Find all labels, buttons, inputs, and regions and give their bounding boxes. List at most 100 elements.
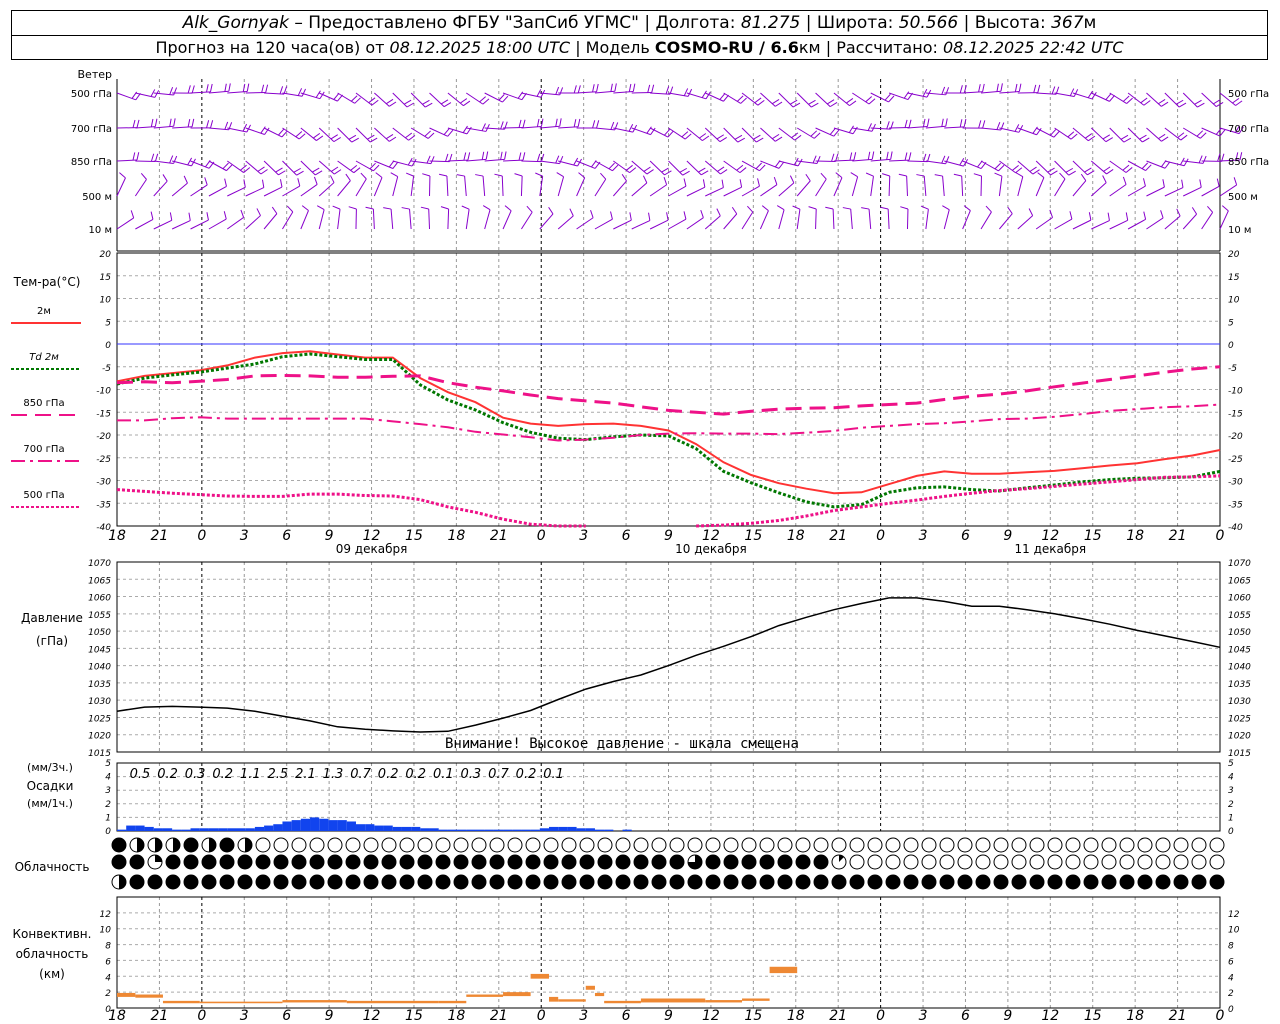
cloud-cover-symbol	[957, 837, 973, 853]
time-axis-hour: 9	[1003, 528, 1012, 544]
temp-ytick: -10	[96, 387, 111, 397]
wind-barb	[686, 160, 702, 176]
wind-barb	[962, 91, 983, 94]
cloud-cover-symbol	[957, 854, 973, 870]
cloud-cover-fill	[742, 855, 756, 869]
wind-barb-flag	[1140, 97, 1148, 104]
wind-barb-flag	[1036, 127, 1042, 136]
wind-barb	[576, 160, 596, 169]
wind-barb-flag	[243, 179, 246, 188]
cloud-cover-symbol	[669, 837, 685, 853]
wind-barb	[390, 209, 394, 230]
pressure-ytick: 1050	[88, 628, 111, 638]
cloud-cover-symbol	[975, 837, 991, 853]
precipitation-chart: 0.5 0.2 0.3 0.2 1.1 2.5 2.1 1.3 0.7 0.2 0.2 0.1 0.3 0…	[117, 767, 632, 831]
wind-barb-flag	[573, 85, 577, 94]
wind-barb-flag	[283, 86, 288, 95]
wind-barb-flag	[314, 170, 323, 176]
cloud-cover-symbol	[723, 837, 739, 853]
wind-barb-flag	[278, 128, 285, 136]
precip-bar	[549, 826, 559, 831]
wind-barb-flag	[1018, 83, 1022, 92]
cloud-cover-symbol	[615, 837, 631, 853]
wind-barb	[923, 176, 927, 197]
wind-barb-flag	[383, 207, 392, 210]
wind-barb-flag	[1122, 176, 1127, 185]
cloud-cover-symbol	[1191, 837, 1207, 853]
temp-ytick: -15	[96, 409, 111, 419]
temp-ytick-right: -5	[1228, 364, 1237, 374]
wind-barb-flag	[812, 155, 817, 164]
time-axis-hour: 21	[829, 528, 847, 544]
wind-barb-flag	[261, 179, 265, 188]
cloud-cover-symbol	[345, 837, 361, 853]
wind-barb-flag	[833, 129, 840, 137]
wind-barb	[227, 160, 244, 173]
wind-barb-flag	[759, 164, 766, 172]
wind-barb-flag	[1235, 100, 1243, 106]
precip-3h-total: 0.7	[488, 767, 509, 782]
wind-barb-flag	[1143, 211, 1147, 220]
time-axis-hour: 0	[197, 1008, 206, 1024]
wind-barb-flag	[573, 157, 579, 166]
wind-level-left: 500 гПа	[71, 89, 112, 100]
wind-barb-flag	[684, 133, 692, 140]
pressure-ytick: 1070	[88, 559, 111, 569]
wind-barb	[925, 92, 946, 96]
cloud-cover-fill	[814, 855, 828, 869]
wind-barb-flag	[628, 124, 634, 132]
cloud-cover-symbol	[795, 837, 811, 853]
wind-barb	[282, 185, 301, 197]
cloud-cover-symbol	[1029, 837, 1045, 853]
pressure-ytick-right: 1045	[1228, 645, 1251, 655]
precip-bar	[117, 829, 127, 831]
cloud-cover-fill	[580, 855, 594, 869]
wind-barb-flag	[827, 99, 835, 105]
lat-label: Широта:	[816, 13, 894, 33]
wind-barb	[116, 177, 126, 197]
wind-barb-flag	[1084, 133, 1093, 139]
cloud-cover-symbol	[1101, 854, 1117, 870]
precip-bar	[144, 826, 154, 831]
time-axis-hour: 9	[1003, 1008, 1012, 1024]
wind-barb-flag	[963, 118, 967, 127]
wind-barb-flag	[610, 83, 613, 92]
wind-barb-flag	[698, 167, 706, 173]
cloud-cover-fill	[688, 855, 702, 869]
wind-barb-flag	[650, 127, 656, 135]
wind-barb-flag	[536, 118, 540, 127]
wind-barb	[778, 182, 795, 197]
wind-barb-flag	[792, 205, 801, 210]
precip-3h-total: 2.5	[268, 767, 289, 782]
wind-barb-flag	[494, 173, 503, 177]
wind-barb	[245, 187, 265, 197]
conv-title-2: облачность	[16, 947, 89, 961]
wind-barb	[263, 186, 283, 197]
wind-barb-flag	[753, 134, 761, 140]
wind-barb	[466, 127, 487, 132]
wind-barb	[723, 213, 738, 230]
wind-barb-flag	[224, 83, 227, 92]
wind-barb-flag	[756, 137, 764, 143]
wind-barb	[613, 127, 634, 133]
cloud-cover-fill	[1102, 875, 1116, 889]
cloud-cover-fill	[598, 875, 612, 889]
wind-barb-flag	[367, 134, 375, 140]
wind-barb-flag	[663, 176, 668, 185]
cloud-cover-fill	[418, 875, 432, 889]
cloud-cover-fill	[1120, 875, 1134, 889]
precip-ytick: 0	[105, 827, 111, 837]
wind-barb-flag	[463, 100, 471, 107]
cloud-cover-fill	[436, 855, 450, 869]
wind-barb-flag	[279, 86, 284, 95]
wind-barb	[153, 125, 174, 129]
wind-barb-flag	[223, 211, 227, 220]
cloud-cover-symbol	[471, 837, 487, 853]
conv-cloud-bar	[769, 966, 798, 974]
wind-barb	[668, 185, 687, 197]
temp-ytick-right: -20	[1228, 432, 1243, 442]
forecast-start: 08.12.2025 18:00 UTC	[389, 38, 571, 57]
temp-ytick: -35	[96, 500, 111, 510]
cloud-cover-fill	[346, 875, 360, 889]
wind-barb-flag	[959, 157, 965, 166]
